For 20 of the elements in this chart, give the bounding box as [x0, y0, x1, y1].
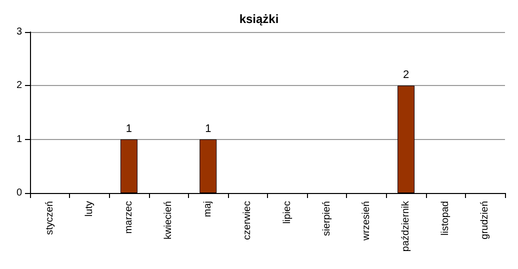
x-tick-label: grudzień — [480, 201, 491, 240]
x-tick-label: lipiec — [282, 201, 293, 224]
data-label: 1 — [126, 122, 132, 135]
data-label: 2 — [402, 69, 410, 82]
y-tick-label: 0 — [16, 188, 22, 198]
x-tick-label: kwiecień — [163, 201, 174, 240]
x-tick-label: styczeń — [44, 201, 56, 235]
y-tick-label: 3 — [16, 26, 22, 38]
y-tick-label: 1 — [16, 134, 22, 145]
x-tick-label: luty — [84, 201, 95, 217]
chart-title: książki — [239, 12, 279, 26]
x-tick-label: sierpień — [321, 201, 332, 236]
y-tick-label: 2 — [16, 80, 22, 92]
x-tick-label: październik — [400, 200, 412, 252]
x-tick-label: listopad — [440, 201, 452, 236]
x-tick-label: marzec — [123, 201, 134, 234]
data-label: 1 — [205, 122, 212, 135]
x-tick-label: maj — [202, 201, 214, 218]
x-tick-label: czerwiec — [242, 201, 254, 240]
x-tick-label: wrzesień — [360, 201, 372, 242]
